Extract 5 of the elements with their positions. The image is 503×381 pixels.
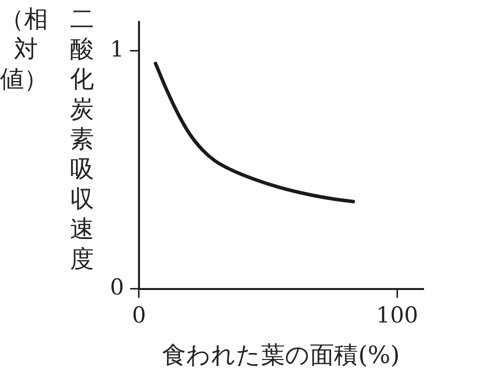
x-tick-label: 100 [376,304,418,329]
y-tick-label: 1 [110,37,124,62]
text: 二酸化炭素吸収速度（相対値） [0,5,94,273]
line-series [154,62,356,204]
x-axis-title: 食われた葉の面積(%) [162,340,400,369]
